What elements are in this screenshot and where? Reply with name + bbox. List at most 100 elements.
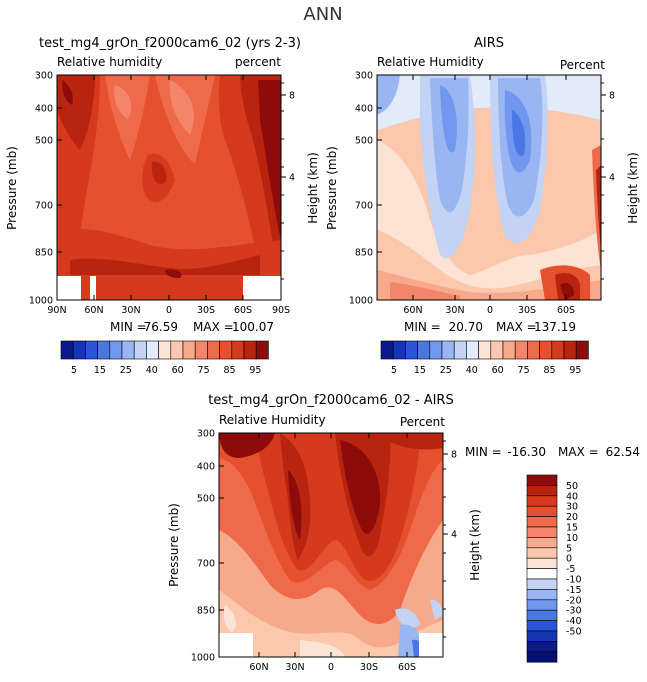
y-tick-label: 1000 xyxy=(191,653,215,664)
colorbar-swatch xyxy=(121,340,135,360)
axis-ticks: 60N 30N 0 30S 60S 300 400 500 700 850 1000 8 4 xyxy=(349,71,615,317)
x-tick-label: 30S xyxy=(518,305,536,316)
y-tick-label: 700 xyxy=(355,201,373,212)
colorbar-swatch xyxy=(182,340,196,360)
colorbar-label: 60 xyxy=(492,365,504,376)
colorbar-label: 15 xyxy=(566,523,578,534)
x-tick-label: 90S xyxy=(272,305,290,316)
max-value: 100.07 xyxy=(232,320,274,334)
colorbar-swatch xyxy=(392,340,406,360)
colorbar-label: 25 xyxy=(440,365,452,376)
colorbar-swatch xyxy=(60,340,74,360)
colorbar-swatch xyxy=(526,568,558,580)
colorbar-swatch xyxy=(526,578,558,590)
variable-label: Relative humidity xyxy=(57,55,162,69)
y-tick-label: 500 xyxy=(355,136,373,147)
panel-title: test_mg4_grOn_f2000cam6_02 - AIRS xyxy=(208,393,453,408)
colorbar-label: 75 xyxy=(198,365,210,376)
axis-ticks: 60N 30N 0 30S 60S 300 400 500 700 850 1000 8 4 xyxy=(191,429,457,674)
colorbar-label: -20 xyxy=(566,595,582,606)
colorbar-swatch xyxy=(502,340,516,360)
y2-axis-label: Height (km) xyxy=(468,509,482,580)
max-value: 62.54 xyxy=(606,445,640,459)
colorbar-swatch xyxy=(490,340,504,360)
y2-tick-label: 4 xyxy=(289,173,295,184)
colorbar-label: -30 xyxy=(566,606,582,617)
x-tick-label: 30N xyxy=(285,662,304,673)
contour-field xyxy=(57,75,281,300)
units-label: Percent xyxy=(560,58,605,72)
page-title: ANN xyxy=(303,4,342,25)
x-tick-label: 0 xyxy=(487,305,493,316)
colorbar-swatch xyxy=(194,340,208,360)
colorbar-swatch xyxy=(526,630,558,642)
colorbar-swatch xyxy=(526,641,558,653)
colorbar-swatch xyxy=(527,340,540,360)
x-tick-label: 30S xyxy=(197,305,215,316)
colorbar-swatch xyxy=(526,474,558,486)
x-tick-label: 90N xyxy=(47,305,66,316)
colorbar-label: 95 xyxy=(569,365,581,376)
colorbar-swatch xyxy=(514,340,528,360)
colorbar-swatch xyxy=(551,340,565,360)
min-value: 76.59 xyxy=(144,320,178,334)
stats-readout: MIN = 20.70 MAX = 137.19 xyxy=(404,320,576,334)
min-value: 20.70 xyxy=(449,320,483,334)
units-label: Percent xyxy=(400,415,445,429)
panel-model: test_mg4_grOn_f2000cam6_02 (yrs 2-3) Rel… xyxy=(5,36,320,376)
y2-tick-label: 8 xyxy=(609,91,615,102)
y-tick-label: 400 xyxy=(197,462,215,473)
colorbar-swatch xyxy=(109,340,123,360)
y2-tick-label: 4 xyxy=(609,173,615,184)
colorbar-swatch xyxy=(526,526,558,538)
colorbar-label: 60 xyxy=(172,365,184,376)
x-tick-label: 60S xyxy=(234,305,252,316)
y-tick-label: 850 xyxy=(35,248,53,259)
colorbar-swatch xyxy=(85,340,98,360)
y-tick-label: 700 xyxy=(197,559,215,570)
axis-ticks: 90N 60N 30N 0 30S 60S 90S 300 400 500 700 850 1000 8 4 xyxy=(29,71,295,317)
colorbar-swatch xyxy=(243,340,257,360)
colorbar-swatch xyxy=(526,609,558,621)
colorbar-label: 25 xyxy=(120,365,132,376)
min-value: -16.30 xyxy=(507,445,546,459)
colorbar: 5 15 25 40 60 75 85 95 xyxy=(380,340,589,376)
colorbar-label: 15 xyxy=(414,365,426,376)
colorbar-swatch xyxy=(453,340,467,360)
colorbar-swatch xyxy=(72,340,86,360)
panel-airs: AIRS Relative Humidity Percent 60N 30N 0 30 xyxy=(325,36,640,376)
x-tick-label: 0 xyxy=(166,305,172,316)
y-axis-label: Pressure (mb) xyxy=(325,146,339,230)
colorbar-swatch xyxy=(478,340,492,360)
colorbar: 5 15 25 40 60 75 85 95 xyxy=(60,340,269,376)
colorbar-swatch xyxy=(466,340,479,360)
colorbar-swatch xyxy=(219,340,233,360)
colorbar-label: 15 xyxy=(94,365,106,376)
y2-tick-label: 8 xyxy=(289,91,295,102)
colorbar-swatch xyxy=(526,589,558,601)
y-tick-label: 300 xyxy=(197,429,215,440)
colorbar-label: -50 xyxy=(566,627,582,638)
y-tick-label: 400 xyxy=(355,104,373,115)
colorbar-label: -5 xyxy=(566,564,575,575)
stats-readout: MIN = 76.59 MAX = 100.07 xyxy=(110,320,274,334)
colorbar-swatch xyxy=(255,340,269,360)
panel-difference: test_mg4_grOn_f2000cam6_02 - AIRS Relati… xyxy=(167,393,640,673)
y-tick-label: 400 xyxy=(35,104,53,115)
y-tick-label: 700 xyxy=(35,201,53,212)
min-label: MIN = xyxy=(404,320,441,334)
x-tick-label: 60S xyxy=(398,662,416,673)
x-tick-label: 30S xyxy=(360,662,378,673)
colorbar-label: 85 xyxy=(223,365,235,376)
max-label: MAX = xyxy=(558,445,599,459)
y2-tick-label: 8 xyxy=(451,450,457,461)
colorbar-swatch xyxy=(526,557,558,569)
variable-label: Relative Humidity xyxy=(219,413,326,427)
colorbar-swatch xyxy=(146,340,159,360)
colorbar-label: 0 xyxy=(566,554,572,565)
colorbar-label: 85 xyxy=(543,365,555,376)
colorbar-swatch xyxy=(526,547,558,559)
max-label: MAX = xyxy=(496,320,537,334)
